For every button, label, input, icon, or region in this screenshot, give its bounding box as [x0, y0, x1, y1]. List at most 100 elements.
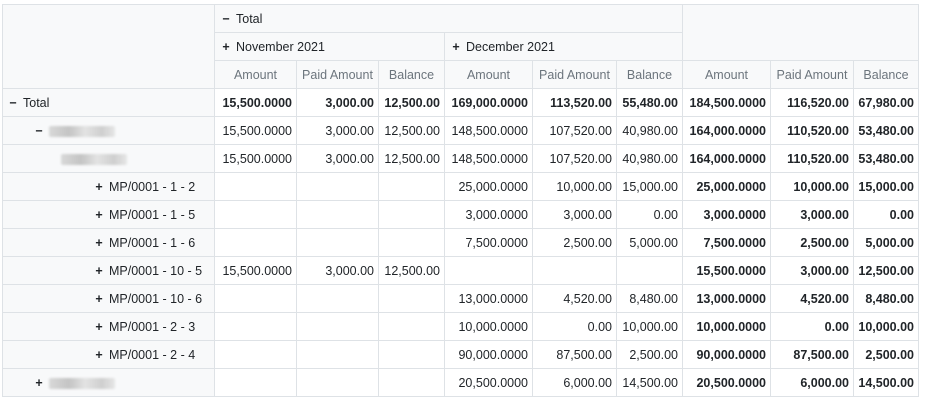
- measure-header-balance[interactable]: Balance: [616, 60, 683, 89]
- cell-nov-amount[interactable]: 15,500.0000: [214, 116, 297, 145]
- cell-dec-amount[interactable]: 13,000.0000: [444, 284, 533, 313]
- cell-total-amount[interactable]: 164,000.0000: [682, 116, 771, 145]
- cell-nov-paid-amount[interactable]: 3,000.00: [296, 88, 379, 117]
- cell-dec-balance[interactable]: 5,000.00: [616, 228, 683, 257]
- cell-nov-balance[interactable]: [378, 200, 445, 229]
- cell-dec-amount[interactable]: 7,500.0000: [444, 228, 533, 257]
- cell-total-paid-amount[interactable]: 3,000.00: [770, 200, 854, 229]
- cell-nov-balance[interactable]: [378, 284, 445, 313]
- cell-dec-paid-amount[interactable]: 87,500.00: [532, 340, 617, 369]
- measure-header-balance[interactable]: Balance: [853, 60, 919, 89]
- measure-header-paid-amount[interactable]: Paid Amount: [296, 60, 379, 89]
- cell-nov-amount[interactable]: [214, 312, 297, 341]
- cell-dec-paid-amount[interactable]: 2,500.00: [532, 228, 617, 257]
- row-header-leaf[interactable]: + MP/0001 - 1 - 5: [2, 200, 215, 229]
- cell-dec-balance[interactable]: 14,500.00: [616, 368, 683, 397]
- cell-total-amount[interactable]: 184,500.0000: [682, 88, 771, 117]
- cell-total-balance[interactable]: 10,000.00: [853, 312, 919, 341]
- row-header-leaf[interactable]: + MP/0001 - 10 - 6: [2, 284, 215, 313]
- cell-nov-paid-amount[interactable]: [296, 284, 379, 313]
- cell-dec-balance[interactable]: 2,500.00: [616, 340, 683, 369]
- cell-dec-paid-amount[interactable]: 107,520.00: [532, 144, 617, 173]
- cell-nov-paid-amount[interactable]: 3,000.00: [296, 256, 379, 285]
- cell-total-paid-amount[interactable]: 4,520.00: [770, 284, 854, 313]
- cell-dec-balance[interactable]: 15,000.00: [616, 172, 683, 201]
- cell-dec-amount[interactable]: 10,000.0000: [444, 312, 533, 341]
- cell-nov-balance[interactable]: [378, 312, 445, 341]
- cell-dec-balance[interactable]: 55,480.00: [616, 88, 683, 117]
- cell-nov-balance[interactable]: 12,500.00: [378, 88, 445, 117]
- cell-total-paid-amount[interactable]: 0.00: [770, 312, 854, 341]
- cell-nov-balance[interactable]: [378, 368, 445, 397]
- row-header-leaf[interactable]: + MP/0001 - 1 - 6: [2, 228, 215, 257]
- cell-dec-amount[interactable]: 148,500.0000: [444, 144, 533, 173]
- cell-nov-amount[interactable]: 15,500.0000: [214, 256, 297, 285]
- row-header-total[interactable]: − Total: [2, 88, 215, 117]
- cell-total-paid-amount[interactable]: 110,520.00: [770, 116, 854, 145]
- cell-total-paid-amount[interactable]: 116,520.00: [770, 88, 854, 117]
- cell-nov-paid-amount[interactable]: 3,000.00: [296, 116, 379, 145]
- cell-total-balance[interactable]: 5,000.00: [853, 228, 919, 257]
- cell-dec-balance[interactable]: 40,980.00: [616, 116, 683, 145]
- cell-total-balance[interactable]: 15,000.00: [853, 172, 919, 201]
- col-header-december[interactable]: + December 2021: [444, 32, 683, 61]
- cell-nov-paid-amount[interactable]: [296, 172, 379, 201]
- measure-header-paid-amount[interactable]: Paid Amount: [770, 60, 854, 89]
- measure-header-amount[interactable]: Amount: [214, 60, 297, 89]
- cell-dec-paid-amount[interactable]: 107,520.00: [532, 116, 617, 145]
- cell-dec-paid-amount[interactable]: 3,000.00: [532, 200, 617, 229]
- cell-total-balance[interactable]: 53,480.00: [853, 144, 919, 173]
- cell-nov-amount[interactable]: 15,500.0000: [214, 88, 297, 117]
- cell-nov-amount[interactable]: [214, 228, 297, 257]
- row-header-group-3[interactable]: +: [2, 368, 215, 397]
- cell-total-balance[interactable]: 2,500.00: [853, 340, 919, 369]
- row-header-leaf[interactable]: + MP/0001 - 2 - 3: [2, 312, 215, 341]
- cell-nov-balance[interactable]: [378, 172, 445, 201]
- cell-total-paid-amount[interactable]: 2,500.00: [770, 228, 854, 257]
- cell-nov-amount[interactable]: 15,500.0000: [214, 144, 297, 173]
- cell-dec-paid-amount[interactable]: [532, 256, 617, 285]
- cell-dec-amount[interactable]: 169,000.0000: [444, 88, 533, 117]
- cell-nov-balance[interactable]: 12,500.00: [378, 256, 445, 285]
- cell-total-balance[interactable]: 14,500.00: [853, 368, 919, 397]
- cell-total-amount[interactable]: 25,000.0000: [682, 172, 771, 201]
- cell-dec-balance[interactable]: 10,000.00: [616, 312, 683, 341]
- cell-dec-balance[interactable]: [616, 256, 683, 285]
- cell-dec-paid-amount[interactable]: 6,000.00: [532, 368, 617, 397]
- cell-total-paid-amount[interactable]: 87,500.00: [770, 340, 854, 369]
- cell-dec-balance[interactable]: 0.00: [616, 200, 683, 229]
- cell-dec-paid-amount[interactable]: 10,000.00: [532, 172, 617, 201]
- cell-total-amount[interactable]: 3,000.0000: [682, 200, 771, 229]
- cell-total-balance[interactable]: 8,480.00: [853, 284, 919, 313]
- cell-dec-amount[interactable]: 20,500.0000: [444, 368, 533, 397]
- cell-dec-amount[interactable]: 90,000.0000: [444, 340, 533, 369]
- cell-nov-amount[interactable]: [214, 200, 297, 229]
- cell-dec-amount[interactable]: [444, 256, 533, 285]
- cell-nov-balance[interactable]: 12,500.00: [378, 116, 445, 145]
- row-header-leaf[interactable]: + MP/0001 - 2 - 4: [2, 340, 215, 369]
- cell-total-amount[interactable]: 90,000.0000: [682, 340, 771, 369]
- cell-nov-paid-amount[interactable]: [296, 368, 379, 397]
- cell-total-amount[interactable]: 13,000.0000: [682, 284, 771, 313]
- cell-nov-paid-amount[interactable]: [296, 228, 379, 257]
- cell-nov-amount[interactable]: [214, 340, 297, 369]
- measure-header-amount[interactable]: Amount: [444, 60, 533, 89]
- row-header-leaf[interactable]: + MP/0001 - 1 - 2: [2, 172, 215, 201]
- measure-header-amount[interactable]: Amount: [682, 60, 771, 89]
- cell-dec-amount[interactable]: 148,500.0000: [444, 116, 533, 145]
- cell-nov-amount[interactable]: [214, 284, 297, 313]
- cell-dec-paid-amount[interactable]: 4,520.00: [532, 284, 617, 313]
- cell-dec-paid-amount[interactable]: 113,520.00: [532, 88, 617, 117]
- cell-total-paid-amount[interactable]: 3,000.00: [770, 256, 854, 285]
- cell-total-amount[interactable]: 20,500.0000: [682, 368, 771, 397]
- cell-total-paid-amount[interactable]: 10,000.00: [770, 172, 854, 201]
- cell-total-amount[interactable]: 7,500.0000: [682, 228, 771, 257]
- cell-nov-balance[interactable]: [378, 228, 445, 257]
- measure-header-balance[interactable]: Balance: [378, 60, 445, 89]
- cell-total-balance[interactable]: 67,980.00: [853, 88, 919, 117]
- cell-dec-amount[interactable]: 25,000.0000: [444, 172, 533, 201]
- cell-nov-paid-amount[interactable]: [296, 312, 379, 341]
- cell-total-balance[interactable]: 0.00: [853, 200, 919, 229]
- cell-dec-paid-amount[interactable]: 0.00: [532, 312, 617, 341]
- cell-nov-amount[interactable]: [214, 172, 297, 201]
